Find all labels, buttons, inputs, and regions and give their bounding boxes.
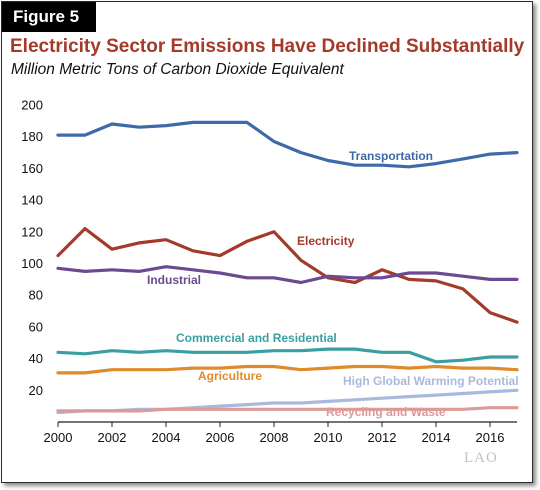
series-line-agriculture [56, 364, 519, 375]
series-label-high-global-warming-potential: High Global Warming Potential [343, 374, 519, 388]
figure-label: Figure 5 [2, 2, 96, 32]
series-label-recycling-and-waste: Recycling and Waste [326, 405, 446, 419]
x-tick-label: 2016 [476, 430, 505, 445]
series-label-transportation: Transportation [349, 149, 433, 163]
y-tick-label: 180 [21, 129, 43, 144]
series-label-agriculture: Agriculture [198, 369, 262, 383]
series-lines [56, 120, 519, 415]
series-line-recycling-and-waste [56, 406, 519, 413]
x-tick-label: 2012 [368, 430, 397, 445]
y-tick-label: 80 [29, 288, 43, 303]
y-tick-label: 20 [29, 383, 43, 398]
y-tick-label: 60 [29, 319, 43, 334]
lao-logo: LAO [464, 450, 498, 466]
x-tick-label: 2014 [422, 430, 451, 445]
x-tick-label: 2008 [260, 430, 289, 445]
x-tick-label: 2000 [44, 430, 73, 445]
x-tick-label: 2002 [98, 430, 127, 445]
series-label-electricity: Electricity [297, 234, 355, 248]
y-tick-label: 120 [21, 224, 43, 239]
series-line-electricity [56, 227, 519, 324]
x-tick-label: 2004 [152, 430, 181, 445]
axes: 20 40 60 80 100 120 140 160 180 200 2000 2002 2004 20… [21, 98, 517, 445]
y-tick-label: 160 [21, 161, 43, 176]
series-label-commercial-and-residential: Commercial and Residential [176, 331, 337, 345]
x-tick-label: 2010 [314, 430, 343, 445]
y-tick-label: 200 [21, 98, 43, 113]
series-label-industrial: Industrial [147, 273, 201, 287]
chart-title: Electricity Sector Emissions Have Declin… [10, 36, 525, 57]
y-tick-label: 100 [21, 256, 43, 271]
series-line-commercial-and-residential [56, 347, 519, 364]
chart-subtitle: Million Metric Tons of Carbon Dioxide Eq… [11, 61, 344, 78]
y-tick-label: 40 [29, 351, 43, 366]
y-tick-label: 140 [21, 193, 43, 208]
series-line-transportation [56, 120, 519, 169]
series-labels: Transportation Electricity Industrial Comme… [147, 149, 519, 419]
x-tick-label: 2006 [206, 430, 235, 445]
series-line-industrial [56, 265, 519, 285]
